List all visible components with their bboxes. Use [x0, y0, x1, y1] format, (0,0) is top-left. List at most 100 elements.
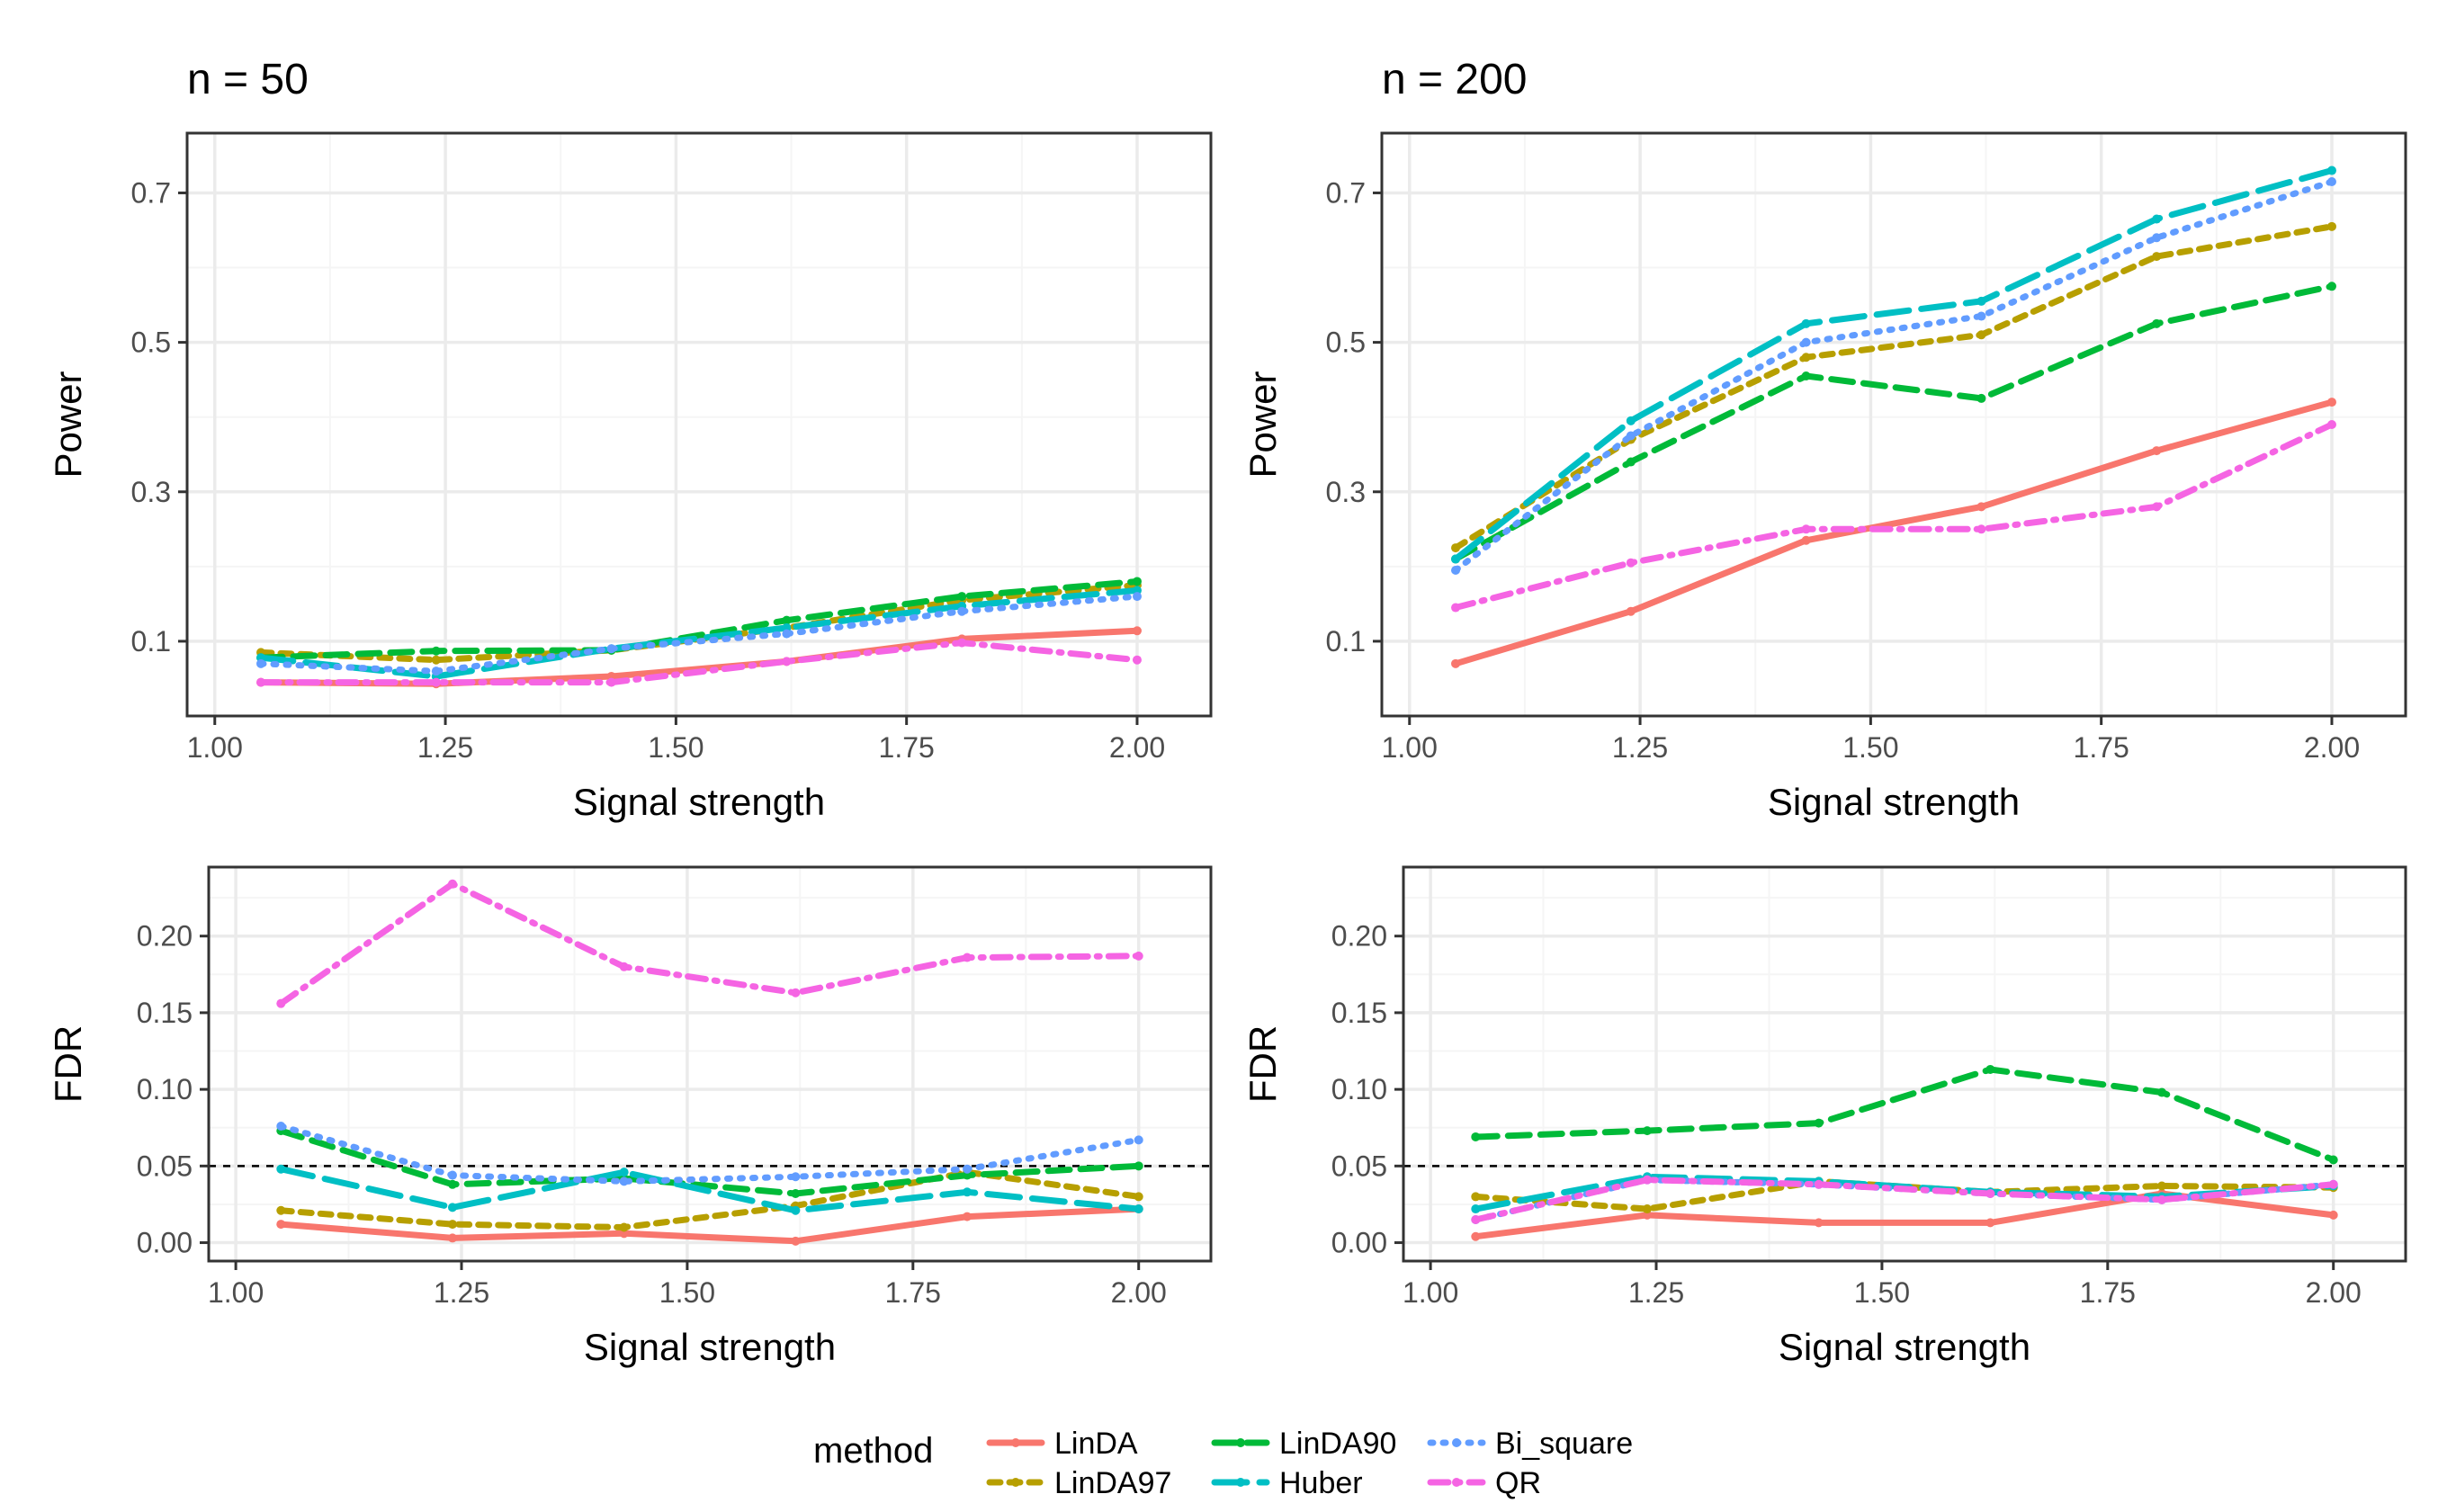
- data-point-linda: [2328, 1210, 2338, 1220]
- data-point-qr: [1451, 603, 1461, 613]
- data-point-huber: [276, 1164, 286, 1174]
- legend-label: Huber: [1279, 1466, 1363, 1500]
- data-point-linda: [276, 1220, 286, 1230]
- series-line-qr: [1472, 1176, 2337, 1223]
- y-tick-label: 0.3: [131, 476, 171, 508]
- x-tick-label: 1.25: [1612, 731, 1668, 764]
- series-line-linda: [1452, 398, 2335, 667]
- data-point-qr: [782, 657, 792, 667]
- data-point-linda97: [2157, 1181, 2167, 1191]
- series-line-linda97: [1452, 223, 2335, 551]
- series-line-huber: [277, 1166, 1143, 1214]
- series-line-linda: [277, 1205, 1143, 1245]
- data-point-linda: [1801, 535, 1811, 545]
- x-tick-label: 1.00: [1403, 1276, 1458, 1309]
- series-line-bi-square: [1452, 178, 2335, 574]
- series-line-linda90: [277, 1127, 1143, 1197]
- data-point-linda90: [1642, 1126, 1652, 1136]
- data-point-linda97: [619, 1222, 629, 1232]
- data-point-bi-square: [606, 644, 616, 654]
- data-point-qr: [1132, 655, 1142, 665]
- y-tick-label: 0.00: [1331, 1227, 1387, 1259]
- panel-border: [1402, 865, 2407, 1263]
- data-point-linda90: [2157, 1087, 2167, 1097]
- legend-label: LinDA97: [1054, 1466, 1171, 1500]
- y-tick-label: 0.15: [1331, 997, 1387, 1029]
- y-tick-label: 0.15: [137, 997, 193, 1029]
- data-point-bi-square: [1626, 431, 1636, 441]
- data-point-huber: [1626, 416, 1636, 425]
- data-point-bi-square: [1801, 337, 1811, 347]
- panel-border: [207, 865, 1213, 1263]
- data-point-qr: [606, 677, 616, 687]
- series-line-linda97: [1472, 1177, 2337, 1212]
- data-point-linda90: [957, 592, 967, 602]
- data-point-linda: [2326, 398, 2336, 407]
- panel-title: n = 200: [1382, 56, 1527, 103]
- data-point-linda90: [2326, 282, 2336, 291]
- x-tick-label: 1.25: [434, 1276, 489, 1309]
- data-point-qr: [1976, 524, 1986, 534]
- x-tick-label: 1.75: [885, 1276, 941, 1309]
- data-point-linda: [1132, 626, 1142, 636]
- data-point-linda90: [2152, 318, 2162, 328]
- data-point-bi-square: [447, 1170, 457, 1180]
- x-tick-label: 1.25: [1628, 1276, 1684, 1309]
- x-tick-label: 1.25: [417, 731, 473, 764]
- x-axis-title: Signal strength: [1779, 1326, 2030, 1368]
- data-point-linda90: [1976, 393, 1986, 403]
- x-tick-label: 1.00: [187, 731, 243, 764]
- y-tick-label: 0.7: [1326, 176, 1366, 209]
- data-point-linda90: [1134, 1161, 1143, 1171]
- data-point-linda: [1985, 1218, 1995, 1228]
- legend-key-point: [1236, 1438, 1245, 1447]
- x-tick-label: 1.50: [659, 1276, 715, 1309]
- data-point-qr: [1471, 1214, 1481, 1224]
- data-point-qr: [256, 677, 266, 687]
- plot-background: [1382, 133, 2406, 716]
- plot-background: [187, 133, 1211, 716]
- y-tick-label: 0.20: [1331, 920, 1387, 953]
- chart-panel-1: 1.00 1.25 1.50 1.75 2.00 0.1 0.3 0.5 0.7 Signal s…: [47, 56, 1213, 823]
- legend-key-point: [1452, 1478, 1461, 1487]
- x-axis-title: Signal strength: [1768, 781, 2020, 823]
- data-point-linda97: [1976, 330, 1986, 340]
- x-tick-label: 2.00: [2304, 731, 2360, 764]
- data-point-qr: [1801, 524, 1811, 534]
- series-line-linda90: [257, 578, 1141, 661]
- data-point-linda90: [1132, 577, 1142, 586]
- y-tick-label: 0.7: [131, 176, 171, 209]
- data-point-bi-square: [256, 658, 266, 668]
- data-point-bi-square: [1134, 1135, 1143, 1145]
- data-point-bi-square: [619, 1176, 629, 1186]
- series-line-linda90: [1472, 1066, 2337, 1163]
- data-point-qr: [431, 677, 441, 687]
- data-point-qr: [963, 953, 973, 962]
- legend-key-point: [1011, 1438, 1020, 1447]
- panel-title: n = 50: [187, 56, 309, 103]
- series-line-linda90: [1452, 282, 2335, 562]
- legend-label: LinDA: [1054, 1427, 1138, 1461]
- series-line-qr: [257, 640, 1141, 686]
- data-point-linda97: [2326, 221, 2336, 231]
- data-point-linda90: [2328, 1155, 2338, 1165]
- data-point-huber: [1451, 554, 1461, 564]
- data-point-huber: [1134, 1204, 1143, 1214]
- data-point-linda90: [1626, 457, 1636, 467]
- data-point-linda: [963, 1212, 973, 1221]
- y-tick-label: 0.1: [131, 625, 171, 658]
- y-tick-label: 0.10: [1331, 1073, 1387, 1105]
- data-point-bi-square: [782, 629, 792, 639]
- data-point-huber: [619, 1168, 629, 1177]
- data-point-linda90: [791, 1189, 801, 1199]
- x-tick-label: 1.50: [1842, 731, 1898, 764]
- data-point-qr: [1134, 951, 1143, 961]
- series-line-huber: [1452, 167, 2335, 562]
- data-point-linda90: [1471, 1132, 1481, 1141]
- y-tick-label: 0.5: [131, 327, 171, 359]
- y-axis-title: FDR: [1241, 1025, 1284, 1103]
- data-point-bi-square: [1132, 592, 1142, 602]
- data-point-bi-square: [963, 1164, 973, 1174]
- data-point-linda: [447, 1233, 457, 1243]
- x-tick-label: 1.00: [208, 1276, 264, 1309]
